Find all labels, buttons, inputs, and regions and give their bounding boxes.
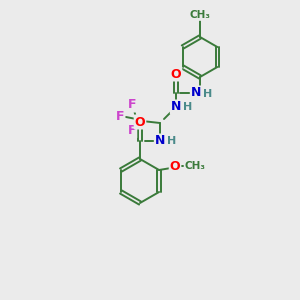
Text: CH₃: CH₃ xyxy=(184,161,206,171)
Text: F: F xyxy=(128,98,136,112)
Text: H: H xyxy=(183,102,193,112)
Text: O: O xyxy=(171,68,181,80)
Text: F: F xyxy=(128,124,136,137)
Text: CH₃: CH₃ xyxy=(190,10,211,20)
Text: N: N xyxy=(155,134,165,148)
Text: O: O xyxy=(170,160,180,172)
Text: H: H xyxy=(167,136,177,146)
Text: H: H xyxy=(203,89,213,99)
Text: F: F xyxy=(116,110,124,124)
Text: N: N xyxy=(191,86,201,100)
Text: O: O xyxy=(135,116,145,128)
Text: N: N xyxy=(171,100,181,113)
